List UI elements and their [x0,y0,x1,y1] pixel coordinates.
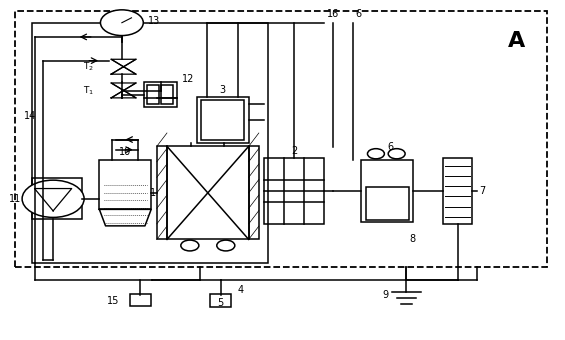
Bar [366,187,408,220]
Text: 13: 13 [149,16,160,26]
Text: 16: 16 [327,9,340,19]
Bar [147,85,159,104]
Text: 9: 9 [383,290,389,300]
Text: 3: 3 [220,85,226,96]
Bar [201,100,244,139]
Bar [162,85,172,104]
Text: 2: 2 [291,146,297,156]
Text: 6: 6 [387,142,393,152]
Bar [15,11,547,267]
Text: 10: 10 [119,148,132,157]
Bar [249,146,259,239]
Bar [157,146,167,239]
Text: 11: 11 [9,194,21,204]
Text: T$_1$: T$_1$ [83,84,94,97]
Text: 4: 4 [237,285,244,295]
Circle shape [22,180,84,217]
Circle shape [388,149,405,159]
Circle shape [367,149,384,159]
Text: 1: 1 [150,188,156,198]
Text: 14: 14 [24,111,36,121]
Text: 6: 6 [355,9,362,19]
Bar [99,160,151,209]
Circle shape [217,240,235,251]
Text: 7: 7 [480,186,486,196]
Circle shape [181,240,199,251]
Bar [145,82,177,107]
Bar [362,160,413,222]
Circle shape [101,10,144,36]
Text: A: A [508,31,525,51]
Bar [32,23,268,263]
Text: 5: 5 [218,298,224,308]
Bar [197,97,249,143]
Text: T$_2$: T$_2$ [83,61,94,73]
Bar [32,178,82,219]
Text: 12: 12 [182,73,194,84]
Text: 15: 15 [107,296,119,306]
Bar [131,294,151,306]
Bar [264,158,324,224]
Bar [167,146,249,239]
Bar [443,158,472,224]
Bar [210,294,231,307]
Text: 8: 8 [409,234,415,244]
